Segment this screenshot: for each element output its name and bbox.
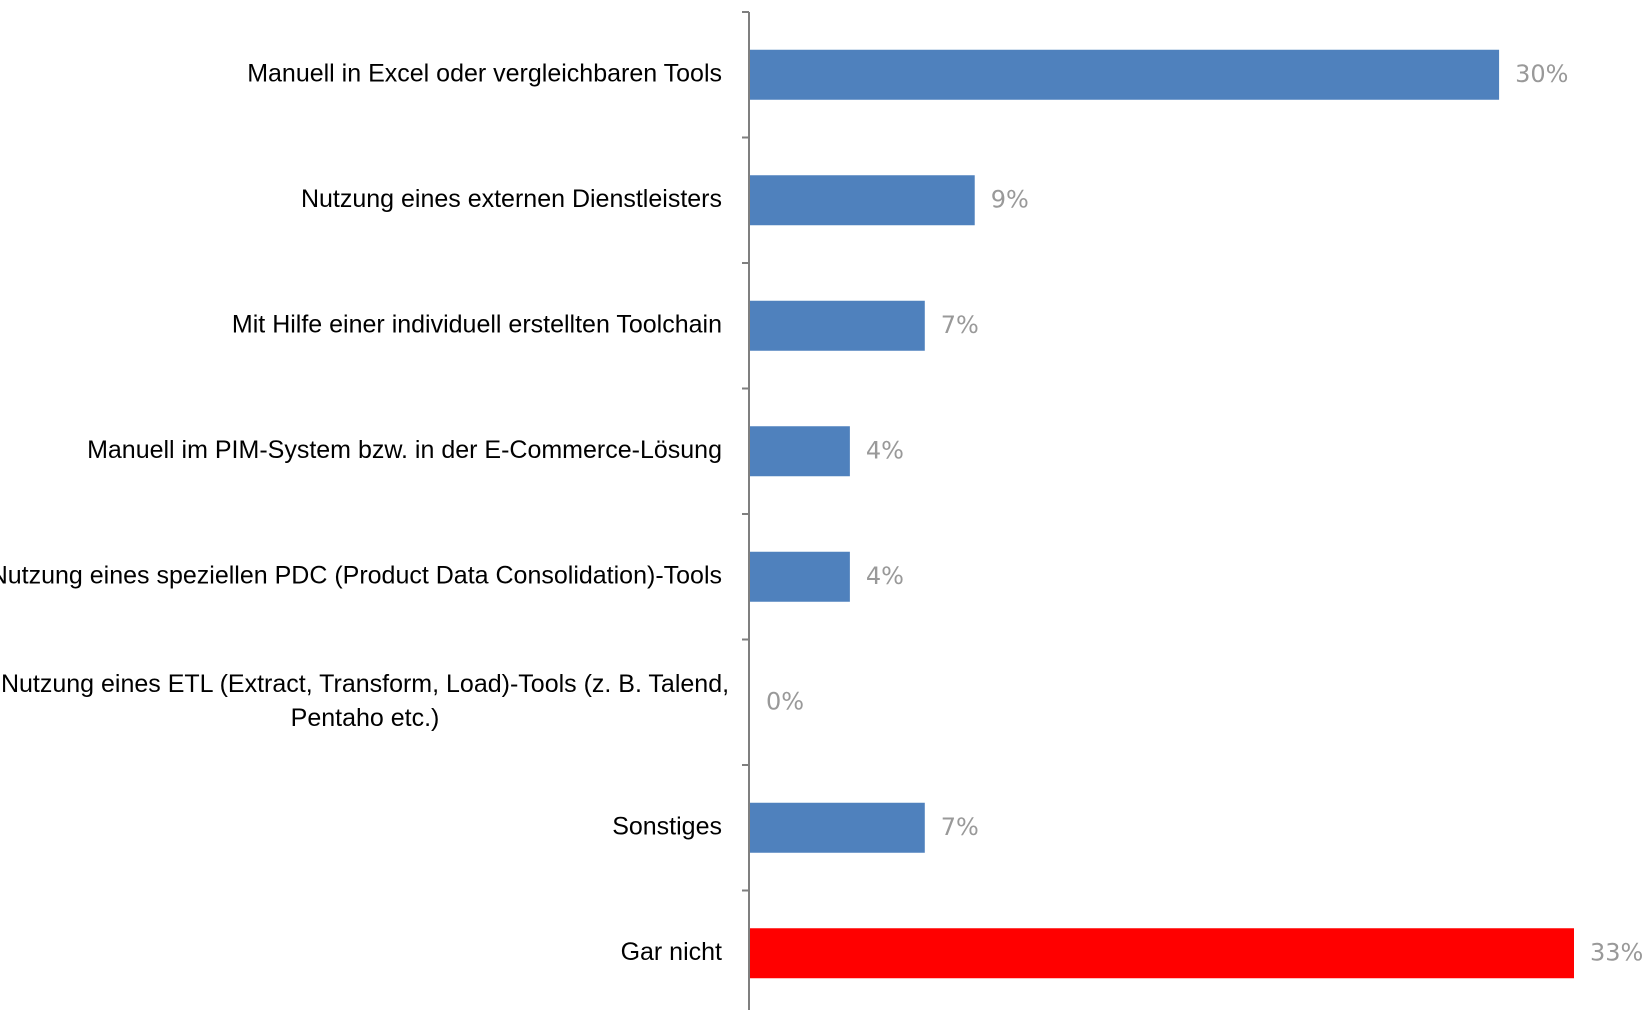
category-label: Manuell in Excel oder vergleichbaren Too…	[247, 59, 722, 87]
value-labels: 30% 9% 7% 4% 4% 0% 7% 33%	[766, 60, 1643, 967]
bar-series	[750, 49, 1574, 979]
category-label: Mit Hilfe einer individuell erstellten T…	[232, 310, 722, 338]
value-label: 7%	[941, 311, 979, 339]
bar	[750, 49, 1500, 100]
value-label: 7%	[941, 813, 979, 841]
value-label: 4%	[866, 436, 904, 464]
category-labels: Manuell in Excel oder vergleichbaren Too…	[0, 59, 729, 966]
y-axis	[742, 11, 750, 1010]
category-label: Sonstiges	[612, 812, 722, 840]
value-label: 9%	[991, 185, 1029, 213]
bar	[750, 426, 850, 477]
category-label: Manuell im PIM-System bzw. in der E-Comm…	[87, 436, 722, 464]
bar	[750, 802, 925, 853]
category-label: Gar nicht	[621, 938, 722, 966]
bar	[750, 175, 975, 226]
value-label: 33%	[1590, 938, 1643, 966]
value-label: 4%	[866, 562, 904, 590]
category-label: Nutzung eines externen Dienstleisters	[301, 185, 722, 213]
category-label: Nutzung eines ETL (Extract, Transform, L…	[1, 670, 729, 698]
bar	[750, 551, 850, 602]
category-label: Pentaho etc.)	[291, 704, 440, 732]
category-label: Nutzung eines speziellen PDC (Product Da…	[0, 561, 722, 589]
bar	[750, 928, 1574, 979]
value-label: 0%	[766, 687, 804, 715]
value-label: 30%	[1515, 60, 1568, 88]
bar	[750, 300, 925, 351]
